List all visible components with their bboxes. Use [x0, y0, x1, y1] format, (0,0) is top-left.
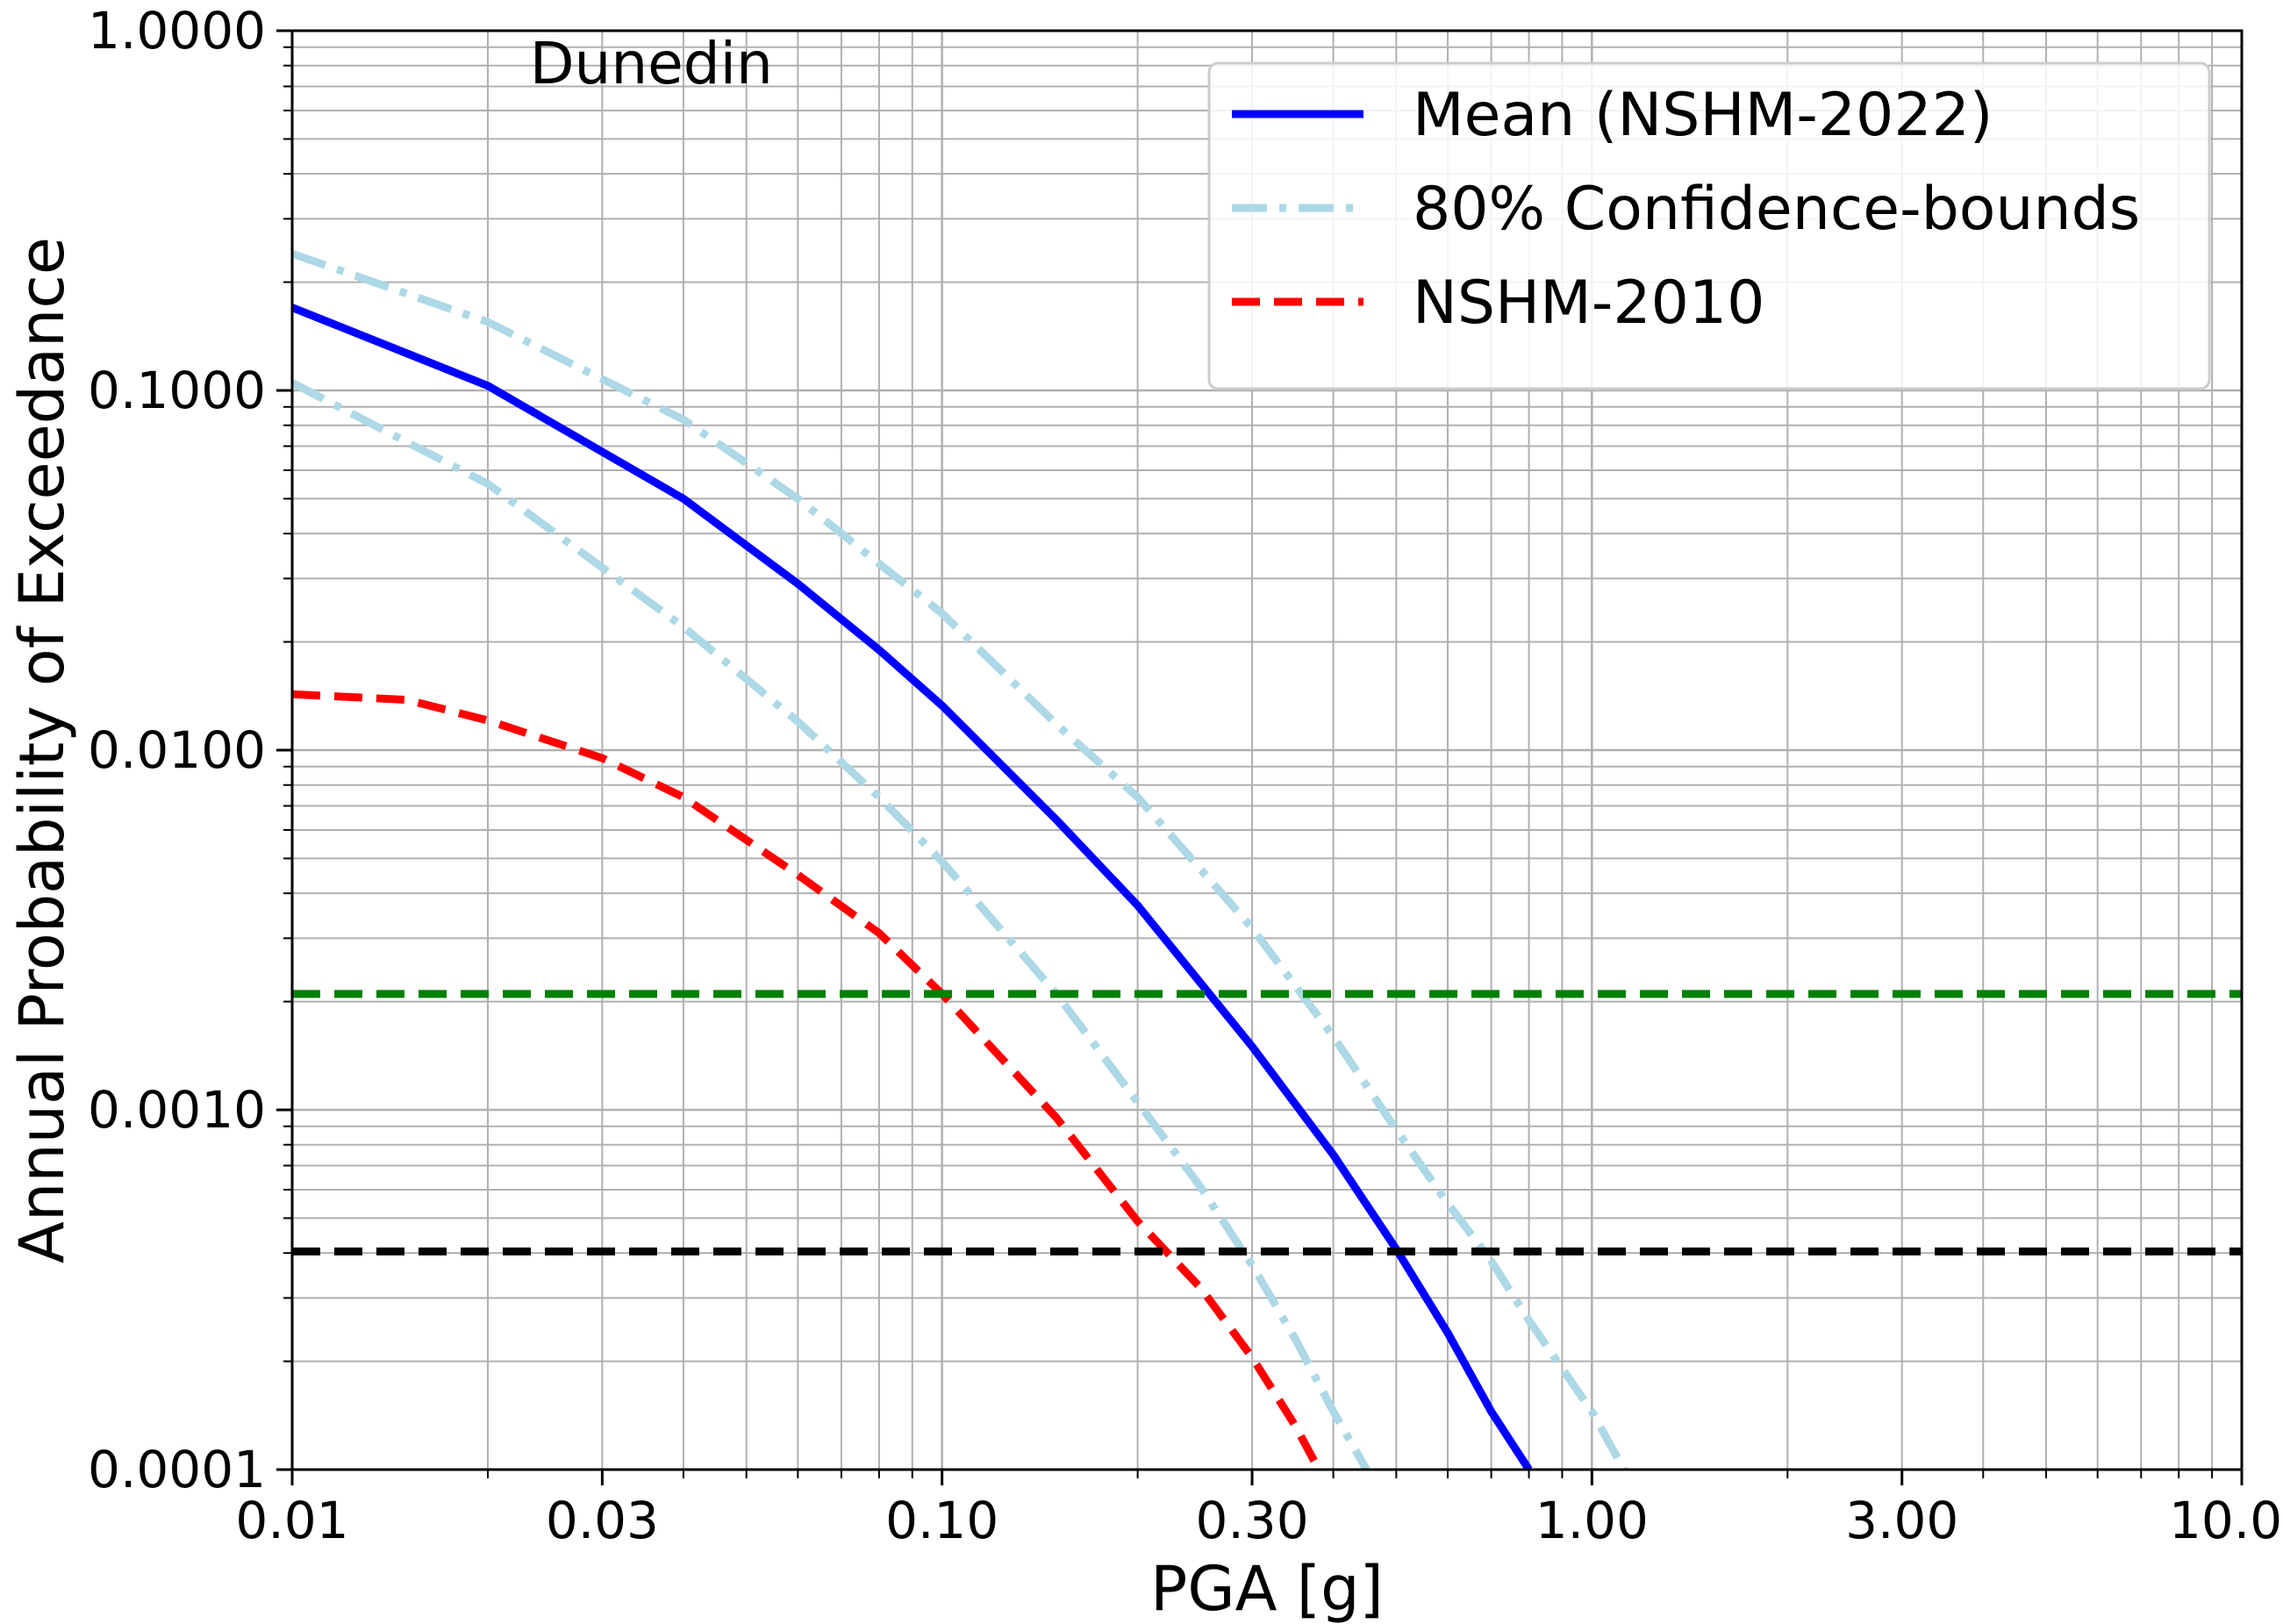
y-tick-label: 0.0100	[88, 720, 266, 780]
tick-labels: 0.01 0.03 0.10 0.30 1.00 3.00 10.00 0.0001 0.001…	[88, 1, 2283, 1550]
legend: Mean (NSHM-2022) 80% Confidence-bounds NSH…	[1207, 61, 2211, 390]
y-tick-label: 1.0000	[88, 1, 266, 61]
series-line-2	[292, 249, 1628, 1470]
legend-label: NSHM-2010	[1413, 268, 1764, 338]
y-axis-label: Annual Probability of Exceedance	[6, 237, 78, 1263]
location-annotation: Dunedin	[530, 30, 773, 97]
y-tick-label: 0.1000	[88, 361, 266, 420]
series-layer	[292, 249, 2242, 1470]
y-tick-label: 0.0010	[88, 1080, 266, 1140]
x-tick-label: 0.01	[235, 1491, 348, 1550]
x-tick-label: 10.00	[2169, 1491, 2283, 1550]
axis-ticks	[276, 29, 2244, 1485]
legend-label: 80% Confidence-bounds	[1413, 175, 2140, 244]
x-tick-label: 0.03	[546, 1491, 659, 1550]
series-line-4	[292, 690, 1323, 1470]
x-axis-label: PGA [g]	[1150, 1553, 1384, 1624]
series-line-1	[292, 304, 1533, 1470]
x-tick-label: 0.10	[885, 1491, 998, 1550]
x-tick-label: 1.00	[1535, 1491, 1649, 1550]
x-tick-label: 3.00	[1845, 1491, 1958, 1550]
y-tick-label: 0.0001	[88, 1440, 266, 1499]
legend-box	[1207, 61, 2211, 390]
x-tick-label: 0.30	[1195, 1491, 1308, 1550]
legend-label: Mean (NSHM-2022)	[1413, 81, 1993, 150]
